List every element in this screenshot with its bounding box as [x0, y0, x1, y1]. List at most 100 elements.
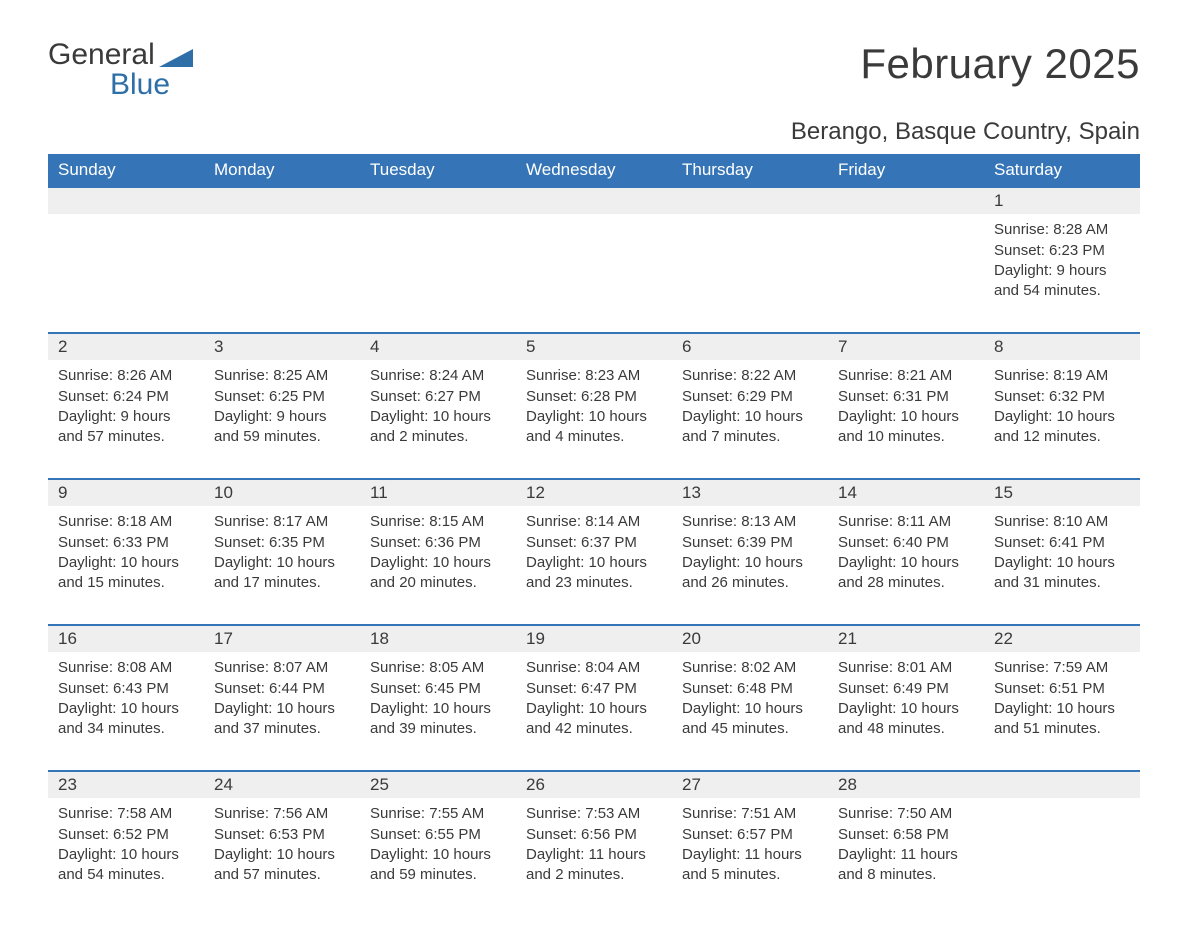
- daylight-text: Daylight: 10 hours and 12 minutes.: [994, 407, 1130, 448]
- sunrise-text: Sunrise: 8:21 AM: [838, 366, 974, 386]
- day-body-row: Sunrise: 8:26 AMSunset: 6:24 PMDaylight:…: [48, 360, 1140, 465]
- day-body-cell: [516, 214, 672, 319]
- day-body-cell: [360, 214, 516, 319]
- spacer-row: [48, 465, 1140, 479]
- daylight-text: Daylight: 11 hours and 8 minutes.: [838, 845, 974, 886]
- sunset-text: Sunset: 6:36 PM: [370, 533, 506, 553]
- day-body-cell: [672, 214, 828, 319]
- sunrise-text: Sunrise: 8:19 AM: [994, 366, 1130, 386]
- sunrise-text: Sunrise: 8:25 AM: [214, 366, 350, 386]
- sunrise-text: Sunrise: 8:05 AM: [370, 658, 506, 678]
- title-block: February 2025: [860, 40, 1140, 88]
- sunrise-text: Sunrise: 8:04 AM: [526, 658, 662, 678]
- sunrise-text: Sunrise: 8:17 AM: [214, 512, 350, 532]
- weekday-header: Saturday: [984, 154, 1140, 187]
- sunrise-text: Sunrise: 7:59 AM: [994, 658, 1130, 678]
- sunset-text: Sunset: 6:39 PM: [682, 533, 818, 553]
- day-number-cell: 28: [828, 771, 984, 798]
- day-number-cell: 11: [360, 479, 516, 506]
- sunrise-text: Sunrise: 8:26 AM: [58, 366, 194, 386]
- weekday-header: Wednesday: [516, 154, 672, 187]
- day-number-cell: [516, 187, 672, 214]
- sunset-text: Sunset: 6:25 PM: [214, 387, 350, 407]
- sunset-text: Sunset: 6:55 PM: [370, 825, 506, 845]
- logo: General Blue: [48, 40, 193, 100]
- sunrise-text: Sunrise: 8:13 AM: [682, 512, 818, 532]
- day-number-cell: 23: [48, 771, 204, 798]
- weekday-header-row: SundayMondayTuesdayWednesdayThursdayFrid…: [48, 154, 1140, 187]
- sunset-text: Sunset: 6:47 PM: [526, 679, 662, 699]
- sunset-text: Sunset: 6:41 PM: [994, 533, 1130, 553]
- day-body-cell: [984, 798, 1140, 903]
- daylight-text: Daylight: 10 hours and 59 minutes.: [370, 845, 506, 886]
- day-body-cell: Sunrise: 7:59 AMSunset: 6:51 PMDaylight:…: [984, 652, 1140, 757]
- day-body-cell: Sunrise: 7:55 AMSunset: 6:55 PMDaylight:…: [360, 798, 516, 903]
- logo-text-general: General: [48, 38, 155, 71]
- day-number-cell: 20: [672, 625, 828, 652]
- sunrise-text: Sunrise: 8:24 AM: [370, 366, 506, 386]
- day-number-cell: 15: [984, 479, 1140, 506]
- sunset-text: Sunset: 6:52 PM: [58, 825, 194, 845]
- spacer-row: [48, 611, 1140, 625]
- day-number-cell: [360, 187, 516, 214]
- day-number-cell: 7: [828, 333, 984, 360]
- day-body-cell: Sunrise: 8:10 AMSunset: 6:41 PMDaylight:…: [984, 506, 1140, 611]
- daylight-text: Daylight: 10 hours and 48 minutes.: [838, 699, 974, 740]
- sunrise-text: Sunrise: 8:08 AM: [58, 658, 194, 678]
- sunset-text: Sunset: 6:28 PM: [526, 387, 662, 407]
- day-body-cell: Sunrise: 8:18 AMSunset: 6:33 PMDaylight:…: [48, 506, 204, 611]
- sunset-text: Sunset: 6:32 PM: [994, 387, 1130, 407]
- spacer-row: [48, 757, 1140, 771]
- day-number-cell: 21: [828, 625, 984, 652]
- day-body-cell: [204, 214, 360, 319]
- day-number-cell: 22: [984, 625, 1140, 652]
- day-body-cell: Sunrise: 8:13 AMSunset: 6:39 PMDaylight:…: [672, 506, 828, 611]
- weekday-header: Monday: [204, 154, 360, 187]
- day-number-cell: [828, 187, 984, 214]
- day-body-cell: Sunrise: 8:01 AMSunset: 6:49 PMDaylight:…: [828, 652, 984, 757]
- day-body-cell: Sunrise: 8:11 AMSunset: 6:40 PMDaylight:…: [828, 506, 984, 611]
- day-number-cell: [204, 187, 360, 214]
- daylight-text: Daylight: 9 hours and 57 minutes.: [58, 407, 194, 448]
- day-number-cell: 26: [516, 771, 672, 798]
- day-body-cell: Sunrise: 7:56 AMSunset: 6:53 PMDaylight:…: [204, 798, 360, 903]
- daylight-text: Daylight: 10 hours and 45 minutes.: [682, 699, 818, 740]
- day-number-cell: [672, 187, 828, 214]
- sunrise-text: Sunrise: 8:23 AM: [526, 366, 662, 386]
- sunset-text: Sunset: 6:27 PM: [370, 387, 506, 407]
- location-label: Berango, Basque Country, Spain: [48, 118, 1140, 146]
- daylight-text: Daylight: 10 hours and 17 minutes.: [214, 553, 350, 594]
- day-number-cell: 2: [48, 333, 204, 360]
- day-number-cell: 1: [984, 187, 1140, 214]
- daylight-text: Daylight: 10 hours and 28 minutes.: [838, 553, 974, 594]
- day-body-cell: Sunrise: 8:14 AMSunset: 6:37 PMDaylight:…: [516, 506, 672, 611]
- sunset-text: Sunset: 6:57 PM: [682, 825, 818, 845]
- day-body-cell: Sunrise: 7:53 AMSunset: 6:56 PMDaylight:…: [516, 798, 672, 903]
- day-number-cell: 19: [516, 625, 672, 652]
- day-number-row: 2345678: [48, 333, 1140, 360]
- day-number-cell: [984, 771, 1140, 798]
- daylight-text: Daylight: 10 hours and 23 minutes.: [526, 553, 662, 594]
- day-body-cell: Sunrise: 8:08 AMSunset: 6:43 PMDaylight:…: [48, 652, 204, 757]
- day-body-row: Sunrise: 7:58 AMSunset: 6:52 PMDaylight:…: [48, 798, 1140, 903]
- daylight-text: Daylight: 11 hours and 2 minutes.: [526, 845, 662, 886]
- daylight-text: Daylight: 10 hours and 10 minutes.: [838, 407, 974, 448]
- day-number-cell: 24: [204, 771, 360, 798]
- sunset-text: Sunset: 6:31 PM: [838, 387, 974, 407]
- sunrise-text: Sunrise: 7:51 AM: [682, 804, 818, 824]
- sunrise-text: Sunrise: 8:28 AM: [994, 220, 1130, 240]
- sunset-text: Sunset: 6:51 PM: [994, 679, 1130, 699]
- daylight-text: Daylight: 10 hours and 57 minutes.: [214, 845, 350, 886]
- day-number-cell: 8: [984, 333, 1140, 360]
- day-body-cell: Sunrise: 8:07 AMSunset: 6:44 PMDaylight:…: [204, 652, 360, 757]
- day-body-cell: Sunrise: 8:21 AMSunset: 6:31 PMDaylight:…: [828, 360, 984, 465]
- sunrise-text: Sunrise: 7:55 AM: [370, 804, 506, 824]
- daylight-text: Daylight: 10 hours and 26 minutes.: [682, 553, 818, 594]
- weekday-header: Friday: [828, 154, 984, 187]
- spacer-row: [48, 319, 1140, 333]
- sunset-text: Sunset: 6:40 PM: [838, 533, 974, 553]
- weekday-header: Sunday: [48, 154, 204, 187]
- daylight-text: Daylight: 10 hours and 42 minutes.: [526, 699, 662, 740]
- day-number-cell: 27: [672, 771, 828, 798]
- sunrise-text: Sunrise: 8:11 AM: [838, 512, 974, 532]
